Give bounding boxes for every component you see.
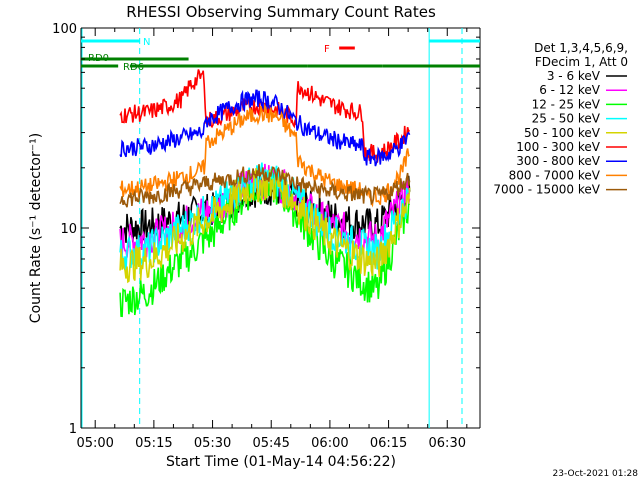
x-tick-label: 06:00 — [311, 436, 348, 451]
x-tick-label: 05:15 — [135, 436, 172, 451]
y-tick-label: 10 — [60, 222, 77, 237]
x-tick-label: 06:15 — [370, 436, 407, 451]
state-bar-label: RD6 — [123, 62, 144, 73]
legend-label: 3 - 6 keV — [547, 69, 601, 83]
legend-label: 25 - 50 keV — [532, 112, 601, 126]
series-group — [119, 69, 411, 318]
chart-title: RHESSI Observing Summary Count Rates — [126, 3, 436, 21]
series-line-3 — [119, 162, 411, 271]
x-axis-ticks: 05:00 05:15 05:30 05:45 06:00 06:15 06:30 — [76, 28, 468, 451]
series-line-5 — [119, 69, 411, 163]
legend-label: 7000 - 15000 keV — [493, 183, 600, 197]
x-tick-label: 05:30 — [194, 436, 231, 451]
legend-header-line-2: FDecim 1, Att 0 — [535, 55, 628, 69]
legend-label: 100 - 300 keV — [516, 140, 600, 154]
series-line-8 — [119, 164, 411, 208]
x-tick-label: 05:45 — [252, 436, 289, 451]
series-line-4 — [119, 168, 411, 284]
footer-date: 23-Oct-2021 01:28 — [553, 469, 639, 479]
state-bar-label: RD0 — [88, 53, 109, 64]
series-line-7 — [119, 103, 411, 208]
y-axis-label: Count Rate (s⁻¹ detector⁻¹) — [28, 133, 44, 323]
state-bar-label: N — [143, 37, 150, 48]
legend-label: 800 - 7000 keV — [509, 168, 601, 182]
legend: Det 1,3,4,5,6,9, FDecim 1, Att 0 3 - 6 k… — [493, 41, 628, 197]
y-tick-label: 100 — [52, 22, 77, 37]
x-tick-label: 06:30 — [429, 436, 466, 451]
x-axis-label: Start Time (01-May-14 04:56:22) — [166, 454, 396, 470]
legend-label: 50 - 100 keV — [524, 126, 601, 140]
legend-label: 6 - 12 keV — [539, 83, 601, 97]
series-line-6 — [119, 89, 411, 167]
state-bar-label: F — [324, 44, 330, 55]
state-bars: N RD0 RD6 F — [81, 37, 480, 73]
y-axis-ticks: 1 10 100 — [52, 22, 480, 437]
legend-label: 12 - 25 keV — [532, 97, 601, 111]
legend-label: 300 - 800 keV — [516, 154, 600, 168]
x-tick-label: 05:00 — [76, 436, 113, 451]
legend-header-line-1: Det 1,3,4,5,6,9, — [534, 41, 628, 55]
y-tick-label: 1 — [69, 422, 77, 437]
